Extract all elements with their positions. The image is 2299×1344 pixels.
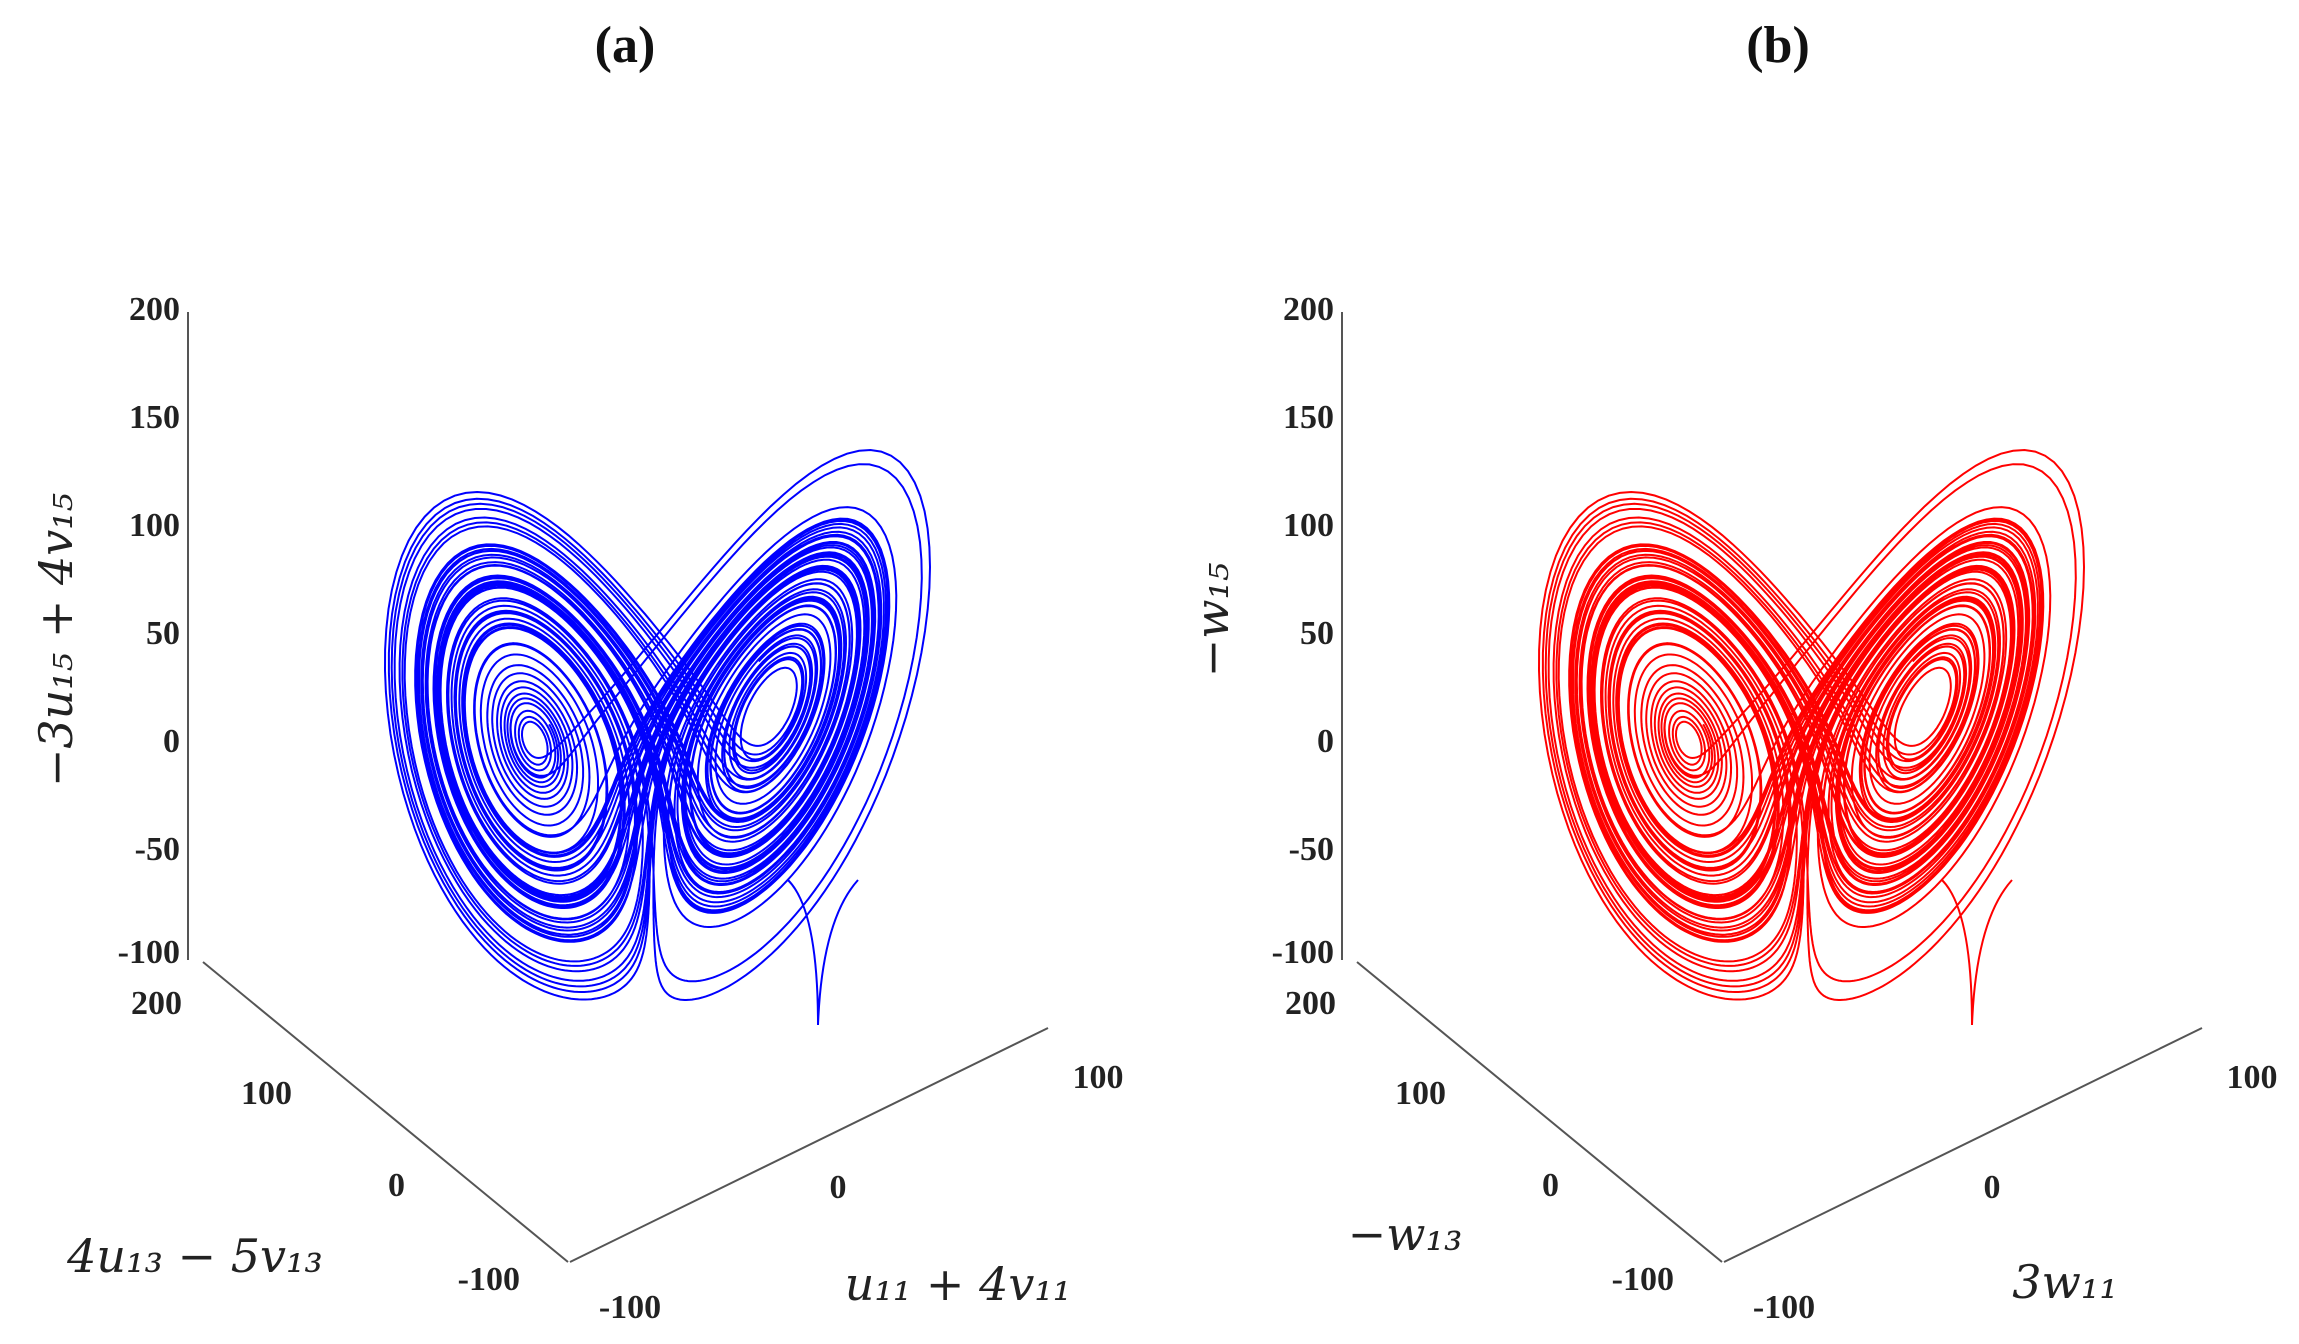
panel-a-x-label: u₁₁ + 4v₁₁ (845, 1257, 1071, 1311)
panel-b-y-tick: 200 (1285, 985, 1336, 1022)
panel-b-x-axis (1723, 1027, 2203, 1263)
panel-b-x-tick: 0 (1984, 1169, 2001, 1206)
panel-a-z-tick: -100 (118, 934, 180, 971)
panel-b-x-label: 3w₁₁ (2012, 1255, 2118, 1309)
panel-b-z-ticks: 200 150 100 50 0 -50 -100 (1272, 291, 1334, 971)
panel-b-z-tick: 100 (1283, 507, 1334, 544)
panel-a-x-axis (569, 1027, 1049, 1263)
panel-a-z-ticks: 200 150 100 50 0 -50 -100 (118, 291, 180, 971)
panel-b-x-tick: 100 (2227, 1059, 2278, 1096)
panel-b-trajectory-line (1537, 448, 2086, 1026)
panel-b-y-tick: 0 (1542, 1167, 1559, 1204)
panel-a-z-tick: -50 (135, 831, 180, 868)
panel-a-y-tick: 200 (131, 985, 182, 1022)
panel-a-trajectory-line (383, 448, 932, 1026)
panel-a-y-label: 4u₁₃ − 5v₁₃ (66, 1229, 323, 1283)
panel-b-z-tick: -100 (1272, 934, 1334, 971)
panel-a-z-label: −3u₁₅ + 4v₁₅ (29, 493, 83, 787)
panel-a-x-tick: 0 (830, 1169, 847, 1206)
panel-a-title: (a) (595, 17, 656, 74)
panel-b-x-tick: -100 (1753, 1289, 1815, 1326)
panel-a-y-tick: 100 (241, 1075, 292, 1112)
panel-a-x-ticks: -100 0 100 (599, 1059, 1124, 1326)
panel-b-x-ticks: -100 0 100 (1753, 1059, 2278, 1326)
panel-a-x-tick: -100 (599, 1289, 661, 1326)
panel-b-z-tick: 200 (1283, 291, 1334, 328)
panel-b-y-axis (1356, 961, 1723, 1263)
panel-b-z-tick: 150 (1283, 399, 1334, 436)
panel-b-y-tick: -100 (1612, 1261, 1674, 1298)
panel-b-z-tick: 0 (1317, 723, 1334, 760)
panel-a-y-tick: -100 (458, 1261, 520, 1298)
panel-b-title: (b) (1746, 17, 1810, 74)
panel-a-z-tick: 100 (129, 507, 180, 544)
panel-a-z-tick: 50 (146, 615, 180, 652)
panel-b-z-label: −w₁₅ (1185, 563, 1239, 678)
panel-b-z-tick: 50 (1300, 615, 1334, 652)
panel-b-y-label: −w₁₃ (1348, 1207, 1463, 1261)
panel-b-z-tick: -50 (1289, 831, 1334, 868)
panel-b-y-ticks: 200 100 0 -100 (1285, 985, 1674, 1298)
panel-a: (a) 200 150 100 50 0 -50 -100 200 100 0 … (29, 17, 1124, 1326)
panel-a-x-tick: 100 (1073, 1059, 1124, 1096)
panel-a-z-tick: 150 (129, 399, 180, 436)
panel-a-z-tick: 200 (129, 291, 180, 328)
panel-a-y-axis (202, 961, 569, 1263)
panel-a-z-tick: 0 (163, 723, 180, 760)
panel-a-y-tick: 0 (388, 1167, 405, 1204)
panel-b: (b) 200 150 100 50 0 -50 -100 200 100 0 … (1185, 17, 2278, 1326)
panel-b-y-tick: 100 (1395, 1075, 1446, 1112)
panel-a-y-ticks: 200 100 0 -100 (131, 985, 520, 1298)
